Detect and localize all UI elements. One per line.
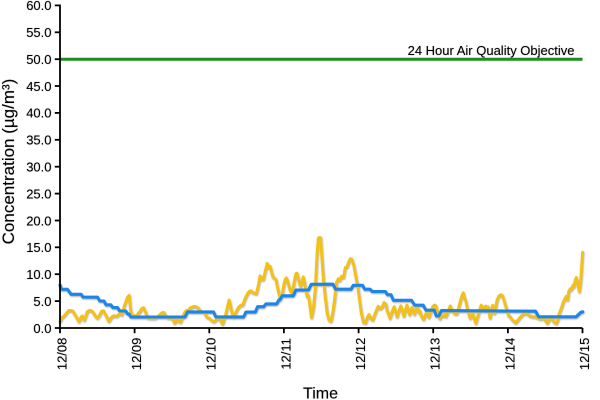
svg-text:0.0: 0.0 — [33, 321, 51, 336]
svg-text:45.0: 45.0 — [26, 79, 51, 94]
svg-text:12/08: 12/08 — [54, 338, 69, 371]
svg-text:12/10: 12/10 — [204, 338, 219, 371]
svg-text:Time: Time — [303, 386, 338, 400]
svg-text:12/15: 12/15 — [577, 338, 592, 371]
svg-text:30.0: 30.0 — [26, 160, 51, 175]
svg-text:50.0: 50.0 — [26, 52, 51, 67]
svg-text:12/11: 12/11 — [278, 338, 293, 370]
svg-text:12/14: 12/14 — [502, 338, 517, 371]
svg-text:15.0: 15.0 — [26, 240, 51, 255]
svg-text:20.0: 20.0 — [26, 213, 51, 228]
svg-text:5.0: 5.0 — [33, 294, 51, 309]
svg-text:40.0: 40.0 — [26, 106, 51, 121]
svg-text:60.0: 60.0 — [26, 0, 51, 13]
svg-text:24 Hour Air Quality Objective: 24 Hour Air Quality Objective — [408, 43, 575, 58]
svg-text:25.0: 25.0 — [26, 186, 51, 201]
svg-text:12/13: 12/13 — [428, 338, 443, 371]
svg-text:12/12: 12/12 — [353, 338, 368, 371]
svg-text:35.0: 35.0 — [26, 133, 51, 148]
svg-text:10.0: 10.0 — [26, 267, 51, 282]
svg-text:Concentration (µg/m³): Concentration (µg/m³) — [0, 79, 18, 245]
svg-text:55.0: 55.0 — [26, 25, 51, 40]
svg-text:12/09: 12/09 — [129, 338, 144, 371]
